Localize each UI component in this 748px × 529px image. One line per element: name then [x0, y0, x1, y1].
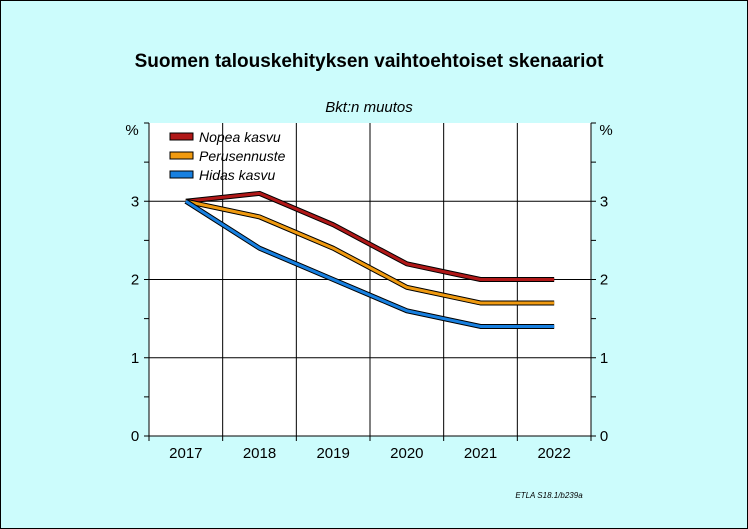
legend-swatch-1 — [169, 151, 194, 160]
chart-subtitle: Bkt:n muutos — [325, 99, 413, 116]
y-unit-left: % — [125, 122, 138, 139]
y-tick-label-left-3: 3 — [131, 193, 139, 210]
x-tick-label-2020: 2020 — [390, 445, 423, 462]
y-tick-label-right-0: 0 — [600, 428, 608, 445]
x-tick-label-2022: 2022 — [537, 445, 570, 462]
tick-labels: 0 0 1 1 2 2 3 3% % 2017 2018 2019 2020 2021 2022 — [125, 122, 612, 462]
x-tick-label-2019: 2019 — [316, 445, 349, 462]
y-tick-label-right-3: 3 — [600, 193, 608, 210]
grid-lines — [144, 122, 596, 441]
series-line-1 — [185, 199, 555, 305]
source-note: ETLA S18.1/b239a — [515, 491, 583, 500]
legend-label-0: Nopea kasvu — [199, 129, 281, 145]
legend-label-2: Hidas kasvu — [199, 167, 275, 183]
legend: Nopea kasvu Perusennuste Hidas kasvu — [169, 129, 286, 183]
y-tick-label-left-0: 0 — [131, 428, 139, 445]
series-line-2 — [185, 199, 555, 328]
series-line-0 — [185, 191, 555, 281]
y-unit-right: % — [599, 122, 612, 139]
series-lines — [184, 190, 555, 329]
x-tick-label-2018: 2018 — [243, 445, 276, 462]
y-tick-label-left-1: 1 — [131, 350, 139, 367]
x-tick-label-2021: 2021 — [464, 445, 497, 462]
legend-swatch-2 — [169, 170, 194, 179]
y-tick-label-right-1: 1 — [600, 350, 608, 367]
x-tick-label-2017: 2017 — [169, 445, 202, 462]
y-tick-label-right-2: 2 — [600, 272, 608, 289]
y-tick-label-left-2: 2 — [131, 272, 139, 289]
legend-swatch-0 — [169, 132, 194, 141]
chart-title: Suomen talouskehityksen vaihtoehtoiset s… — [135, 51, 604, 72]
legend-label-1: Perusennuste — [199, 148, 286, 164]
